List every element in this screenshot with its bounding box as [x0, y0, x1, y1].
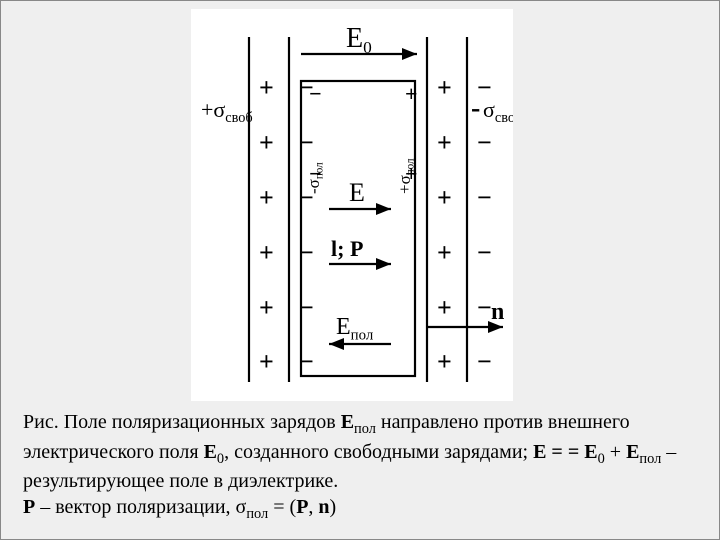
svg-text:−: − [299, 238, 314, 267]
svg-text:+σсвоб: +σсвоб [201, 97, 253, 126]
svg-text:-σпол: -σпол [304, 162, 326, 194]
svg-text:−: − [477, 238, 492, 267]
cap-E0: Е [204, 441, 217, 463]
svg-text:+: + [437, 293, 452, 322]
svg-text:−: − [299, 128, 314, 157]
svg-text:−: − [299, 347, 314, 376]
svg-text:σсвоб: σсвоб [483, 97, 513, 126]
cap-close: ) [330, 496, 337, 518]
cap-sub-pol2: пол [639, 451, 661, 467]
svg-text:−: − [309, 81, 322, 106]
cap-E1: E [341, 411, 354, 433]
svg-text:-: - [471, 93, 480, 124]
svg-text:+: + [259, 238, 274, 267]
svg-text:+: + [405, 81, 418, 106]
diagram-svg: +−+−+−+−+−+−+−+−+−+−+−+−−+−++σсвоб-σсвоб… [191, 9, 513, 401]
svg-text:−: − [477, 128, 492, 157]
caption-text: Рис. Поле поляризационных зарядов Eпол н… [23, 409, 697, 524]
svg-text:−: − [477, 347, 492, 376]
cap-comma: , [308, 496, 318, 518]
svg-text:n: n [491, 299, 504, 325]
svg-text:l; P: l; P [331, 236, 363, 261]
cap-Epol: E [626, 441, 639, 463]
cap-P2: P [296, 496, 308, 518]
cap-formula-E: Е = = Е [533, 441, 597, 463]
svg-text:+: + [259, 347, 274, 376]
svg-text:+: + [259, 183, 274, 212]
cap-P: Р [23, 496, 35, 518]
svg-text:−: − [299, 293, 314, 322]
cap-plus: + [610, 441, 626, 463]
svg-text:+: + [259, 73, 274, 102]
cap-n: n [318, 496, 329, 518]
svg-text:Eпол: Eпол [336, 314, 374, 343]
cap-sub-0b: 0 [598, 451, 605, 467]
cap-t6: = ( [273, 496, 296, 518]
svg-text:+σпол: +σпол [395, 158, 417, 194]
cap-sub-pol3: пол [246, 506, 268, 522]
svg-text:+: + [437, 347, 452, 376]
cap-t1: Рис. Поле поляризационных зарядов [23, 411, 341, 433]
svg-text:+: + [437, 128, 452, 157]
svg-text:E: E [349, 178, 365, 207]
cap-t3: , созданного свободными зарядами; [224, 441, 533, 463]
cap-t5: – вектор поляризации, σ [35, 496, 246, 518]
svg-text:−: − [477, 293, 492, 322]
svg-text:+: + [259, 293, 274, 322]
svg-text:+: + [437, 183, 452, 212]
svg-text:E0: E0 [346, 23, 372, 57]
svg-text:+: + [259, 128, 274, 157]
svg-text:+: + [437, 73, 452, 102]
cap-sub-pol1: пол [354, 421, 376, 437]
svg-text:+: + [437, 238, 452, 267]
figure-panel: +−+−+−+−+−+−+−+−+−+−+−+−−+−++σсвоб-σсвоб… [191, 9, 513, 401]
svg-text:−: − [477, 183, 492, 212]
